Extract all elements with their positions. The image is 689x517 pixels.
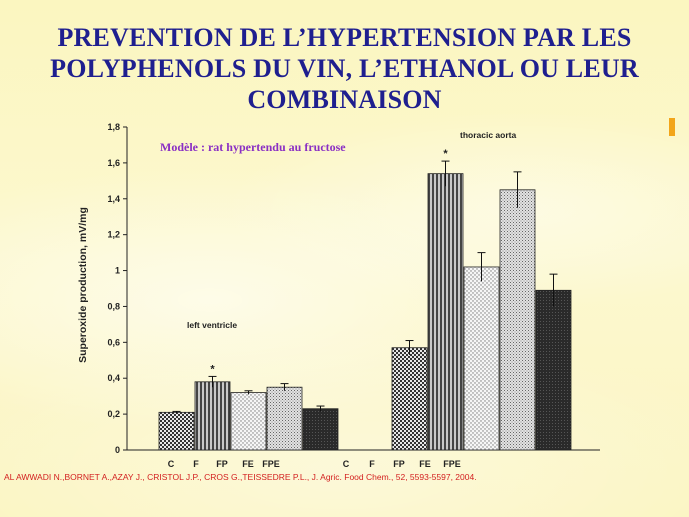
x-tick-label: FE — [242, 459, 254, 469]
y-tick-label: 1,4 — [107, 194, 120, 204]
bar-left-ventricle-F — [194, 381, 231, 451]
bar-left-ventricle-FE — [266, 386, 303, 451]
bar-thoracic-aorta-F — [427, 173, 464, 451]
significance-star: * — [210, 363, 215, 375]
slide-title: PREVENTION DE L’HYPERTENSION PAR LES POL… — [50, 23, 639, 114]
x-tick-label: FP — [216, 459, 228, 469]
x-tick-label: C — [343, 459, 350, 469]
y-tick-label: 1,6 — [107, 158, 120, 168]
y-tick-label: 0,6 — [107, 337, 120, 347]
y-tick-label: 0,8 — [107, 301, 120, 311]
bar-left-ventricle-C — [158, 411, 195, 451]
bar-thoracic-aorta-FP — [463, 266, 500, 451]
x-tick-label: FP — [393, 459, 405, 469]
x-tick-label: FPE — [443, 459, 461, 469]
significance-star: * — [443, 148, 448, 160]
bars-layer: ** — [158, 148, 572, 451]
y-axis: 0 0,2 0,4 0,6 0,8 1 1,2 1,4 1,6 1,8 — [107, 122, 128, 455]
x-axis: C F FP FE FPE C F FP FE FPE — [127, 449, 600, 469]
x-tick-label: F — [193, 459, 199, 469]
bar-left-ventricle-FPE — [302, 408, 339, 451]
citation: AL AWWADI N.,BORNET A.,AZAY J., CRISTOL … — [4, 472, 477, 482]
y-tick-label: 0 — [115, 445, 120, 455]
x-tick-label: F — [369, 459, 375, 469]
x-tick-label: FE — [419, 459, 431, 469]
y-tick-label: 1,2 — [107, 230, 120, 240]
bar-left-ventricle-FP — [230, 392, 267, 451]
model-note: Modèle : rat hypertendu au fructose — [160, 140, 346, 154]
x-tick-label: C — [168, 459, 175, 469]
bar-thoracic-aorta-C — [391, 347, 428, 451]
bar-thoracic-aorta-FPE — [535, 289, 572, 451]
y-tick-label: 0,4 — [107, 373, 120, 383]
decorative-side-marker — [669, 118, 675, 136]
group-label-thoracic-aorta: thoracic aorta — [460, 130, 516, 140]
y-tick-label: 1 — [115, 266, 120, 276]
y-tick-label: 0,2 — [107, 409, 120, 419]
group-label-left-ventricle: left ventricle — [187, 320, 237, 330]
y-tick-label: 1,8 — [107, 122, 120, 132]
bar-thoracic-aorta-FE — [499, 189, 536, 451]
x-tick-label: FPE — [262, 459, 280, 469]
group-labels: left ventricle thoracic aorta — [187, 130, 516, 330]
y-axis-label: Superoxide production, mV/mg — [77, 207, 89, 363]
